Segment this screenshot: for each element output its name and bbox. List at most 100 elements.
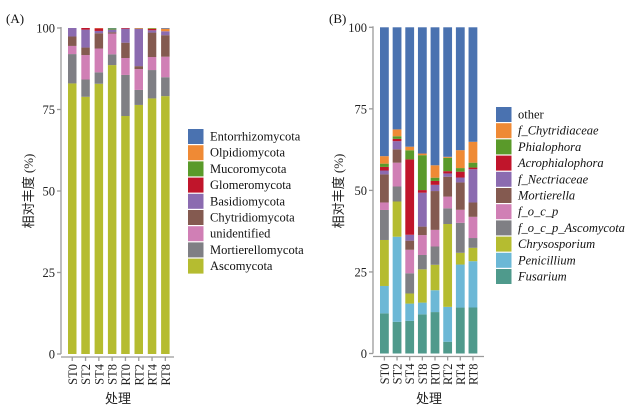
panel-a-bar-rt0-mortierellomycota xyxy=(121,74,130,117)
panel-a-x-tick-label: RT0 xyxy=(119,364,133,385)
panel-b-bar-st2-penicillium xyxy=(392,236,402,322)
panel-a-bar-st8-mucoromycota xyxy=(107,28,117,30)
panel-a-legend-swatch-basidiomycota xyxy=(188,193,204,209)
panel-b-bar-st8-penicillium xyxy=(417,302,427,315)
panel-b-y-tick-label: 50 xyxy=(355,184,368,198)
panel-a-bar-rt0-chytridiomycota xyxy=(121,42,130,58)
panel-b-bar-st8-other xyxy=(417,27,427,154)
panel-b-bar-st4-f-nectriaceae xyxy=(405,234,415,241)
panel-b-legend-swatch-f-o-c-p xyxy=(496,204,512,220)
panel-b-bar-rt8-penicillium xyxy=(468,261,478,308)
panel-b-legend-swatch-penicillium xyxy=(496,252,512,268)
panel-b-bars xyxy=(380,27,478,354)
panel-b-legend-label: Phialophora xyxy=(517,140,581,154)
panel-b-legend-swatch-f-nectriaceae xyxy=(496,171,512,187)
panel-a-x-axis-title: 处理 xyxy=(105,391,131,406)
panel-b-legend-swatch-f-o-c-p-ascomycota xyxy=(496,220,512,236)
panel-a-bar-st4-chytridiomycota xyxy=(94,33,104,49)
panel-b-bar-rt8-f-nectriaceae xyxy=(468,169,478,203)
panel-a-bar-rt4-mucoromycota xyxy=(147,28,157,29)
panel-b-bar-st0-f-o-c-p xyxy=(380,202,389,210)
panel-a-y-tick-label: 0 xyxy=(49,348,55,362)
panel-a-label: (A) xyxy=(6,11,24,26)
panel-a-legend: Entorrhizomycota Olpidiomycota Mucoromycot… xyxy=(188,129,304,274)
panel-b-bar-st4-acrophialophora xyxy=(405,159,415,235)
panel-b-bar-rt2-chrysosporium xyxy=(443,223,453,307)
panel-b-bar-rt4-other xyxy=(455,27,465,151)
panel-b-legend-label: f_o_c_p_Ascomycota xyxy=(518,221,625,235)
panel-b-bar-rt8-acrophialophora xyxy=(468,167,478,170)
panel-a-bar-st0-ascomycota xyxy=(68,83,77,355)
panel-b-x-tick-label: RT4 xyxy=(454,363,468,385)
panel-b-bar-rt0-f-o-c-p-ascomycota xyxy=(430,246,440,265)
panel-a-bars xyxy=(68,28,170,355)
panel-b-legend-label: Chrysosporium xyxy=(518,237,595,251)
panel-b-bar-rt2-f-o-c-p-ascomycota xyxy=(443,208,453,224)
panel-a-x-tick-label: ST8 xyxy=(106,364,120,385)
panel-a-legend-swatch-entorrhizomycota xyxy=(188,129,204,144)
panel-b-y-axis-title: 相对丰度 (%) xyxy=(331,154,346,229)
panel-b-bar-st0-other xyxy=(380,27,389,157)
panel-b-y-tick-label: 75 xyxy=(355,102,368,116)
panel-b-bar-rt8-other xyxy=(468,27,478,142)
panel-b-legend-swatch-phialophora xyxy=(496,139,512,155)
panel-b-legend-label: f_Nectriaceae xyxy=(518,172,589,186)
panel-a-bar-rt0-unidentified xyxy=(121,57,130,75)
panel-b-bar-rt4-fusarium xyxy=(455,307,465,354)
panel-b-bar-rt4-f-o-c-p-ascomycota xyxy=(455,222,465,253)
panel-b-bar-rt4-acrophialophora xyxy=(455,171,465,178)
panel-a-bar-st4-basidiomycota xyxy=(94,30,104,34)
panel-a-bar-rt0-glomeromycota xyxy=(121,28,130,29)
panel-a-bar-st0-mortierellomycota xyxy=(68,54,77,84)
panel-a-legend-label: unidentified xyxy=(210,227,271,241)
panel-a-bar-rt4-ascomycota xyxy=(147,98,157,354)
panel-a-bar-st4-mortierellomycota xyxy=(94,72,104,84)
panel-a-bar-rt8-olpidiomycota xyxy=(161,28,170,32)
panel-a-bar-st0-basidiomycota xyxy=(68,28,77,37)
panel-b-bar-rt0-other xyxy=(430,27,440,166)
panel-b-bar-st8-f-nectriaceae xyxy=(417,192,427,227)
panel-b-x-tick-label: ST8 xyxy=(416,364,430,385)
panel-a-bar-rt2-basidiomycota xyxy=(134,28,143,67)
panel-b-bar-rt8-fusarium xyxy=(468,307,478,354)
panel-a-legend-label: Mucoromycota xyxy=(210,162,287,176)
panel-b-bar-st2-f-chytridiaceae xyxy=(392,129,402,137)
panel-b-legend-swatch-acrophialophora xyxy=(496,155,512,171)
panel-b-bar-rt8-mortierella xyxy=(468,202,478,217)
panel-b-bar-rt0-f-nectriaceae xyxy=(430,184,440,192)
panel-b-y-tick-label: 0 xyxy=(361,347,367,361)
panel-b-bar-rt4-f-nectriaceae xyxy=(455,177,465,183)
panel-b-x-tick-label: RT0 xyxy=(429,364,443,385)
panel-b-legend-label: Fusarium xyxy=(517,270,567,284)
panel-b-bar-rt2-f-chytridiaceae xyxy=(443,156,453,158)
panel-b-bar-st2-acrophialophora xyxy=(392,138,402,142)
panel-b-bar-rt4-penicillium xyxy=(455,264,465,308)
panel-a-bar-st8-ascomycota xyxy=(107,65,117,355)
panel-b-legend-label: Mortierella xyxy=(517,189,575,203)
panel-b-bar-rt4-phialophora xyxy=(455,168,465,172)
panel-b-bar-st8-f-o-c-p xyxy=(417,235,427,255)
panel-a-legend-swatch-olpidiomycota xyxy=(188,145,204,161)
panel-a-legend-swatch-mortierellomycota xyxy=(188,242,204,258)
panel-a-bar-rt2-mortierellomycota xyxy=(134,89,143,105)
panel-a-legend-label: Basidiomycota xyxy=(210,194,285,208)
panel-a-bar-st2-glomeromycota xyxy=(81,28,90,30)
panel-a-bar-st4-glomeromycota xyxy=(94,28,104,31)
panel-a-x-tick-label: RT4 xyxy=(146,363,160,385)
panel-a-legend-label: Ascomycota xyxy=(210,259,273,273)
panel-b-bar-st4-phialophora xyxy=(405,150,415,160)
panel-b-bar-rt8-chrysosporium xyxy=(468,247,478,262)
panel-b-bar-st4-mortierella xyxy=(405,240,415,250)
panel-b-bar-st8-chrysosporium xyxy=(417,269,427,303)
panel-a-x-tick-label: RT2 xyxy=(132,364,146,385)
panel-a-legend-label: Entorrhizomycota xyxy=(210,130,301,144)
panel-b-x-tick-label: ST0 xyxy=(378,364,392,385)
panel-a-bar-rt2-chytridiomycota xyxy=(134,66,143,70)
panel-b-legend-swatch-chrysosporium xyxy=(496,236,512,252)
panel-a-bar-st4-ascomycota xyxy=(94,83,104,354)
panel-b-bar-st2-phialophora xyxy=(392,136,402,139)
panel-a-legend-swatch-glomeromycota xyxy=(188,177,204,193)
panel-b-bar-rt4-f-chytridiaceae xyxy=(455,150,465,169)
panel-b-legend-label: other xyxy=(518,108,545,122)
